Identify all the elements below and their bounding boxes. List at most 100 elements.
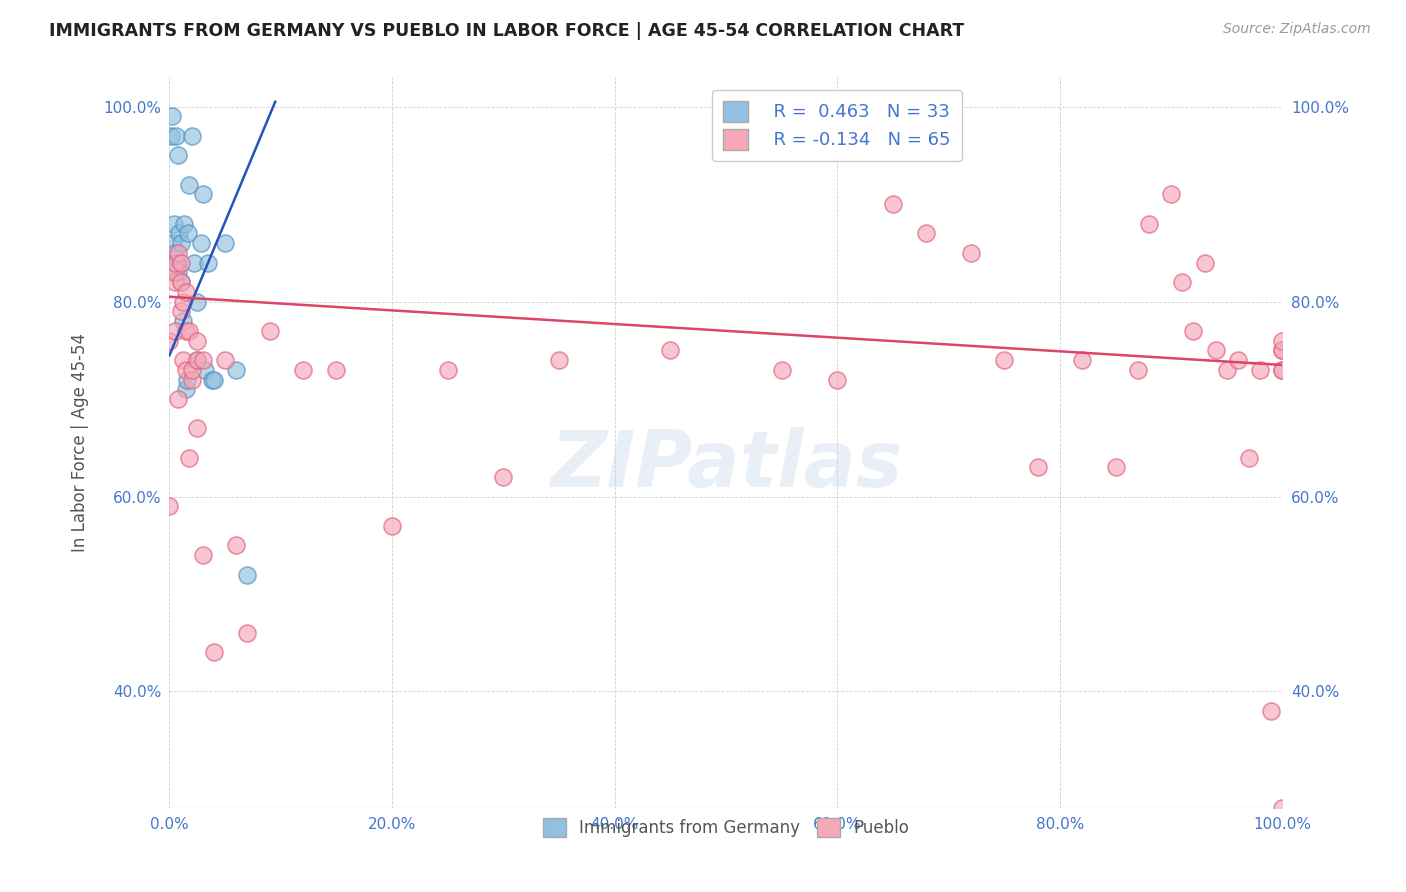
Point	[202, 373, 225, 387]
Point	[176, 373, 198, 387]
Y-axis label: In Labor Force | Age 45-54: In Labor Force | Age 45-54	[72, 334, 89, 552]
Point	[163, 255, 186, 269]
Point	[1271, 343, 1294, 358]
Point	[169, 255, 191, 269]
Point	[169, 236, 191, 251]
Point	[174, 324, 197, 338]
Point	[159, 255, 181, 269]
Point	[194, 363, 217, 377]
Point	[259, 324, 281, 338]
Point	[1237, 450, 1260, 465]
Text: Source: ZipAtlas.com: Source: ZipAtlas.com	[1223, 22, 1371, 37]
Point	[197, 255, 219, 269]
Point	[191, 187, 214, 202]
Point	[1260, 704, 1282, 718]
Point	[770, 363, 793, 377]
Point	[1126, 363, 1149, 377]
Point	[659, 343, 682, 358]
Point	[214, 236, 236, 251]
Point	[1271, 334, 1294, 348]
Point	[882, 197, 904, 211]
Point	[186, 421, 208, 435]
Point	[225, 538, 247, 552]
Point	[381, 518, 404, 533]
Point	[236, 626, 259, 640]
Point	[915, 227, 938, 241]
Point	[1226, 353, 1249, 368]
Point	[1205, 343, 1227, 358]
Point	[160, 110, 183, 124]
Point	[159, 500, 181, 514]
Point	[1071, 353, 1094, 368]
Point	[548, 353, 571, 368]
Point	[214, 353, 236, 368]
Point	[1249, 363, 1271, 377]
Point	[186, 353, 208, 368]
Point	[201, 373, 224, 387]
Point	[236, 567, 259, 582]
Point	[169, 275, 191, 289]
Point	[180, 128, 202, 143]
Point	[436, 363, 458, 377]
Point	[1160, 187, 1182, 202]
Point	[1271, 343, 1294, 358]
Point	[179, 450, 201, 465]
Text: IMMIGRANTS FROM GERMANY VS PUEBLO IN LABOR FORCE | AGE 45-54 CORRELATION CHART: IMMIGRANTS FROM GERMANY VS PUEBLO IN LAB…	[49, 22, 965, 40]
Point	[167, 148, 190, 162]
Point	[1271, 363, 1294, 377]
Point	[159, 265, 181, 279]
Point	[174, 363, 197, 377]
Point	[173, 217, 195, 231]
Point	[163, 275, 186, 289]
Point	[1182, 324, 1205, 338]
Point	[179, 178, 201, 192]
Point	[190, 236, 212, 251]
Point	[166, 255, 188, 269]
Point	[163, 324, 186, 338]
Point	[1026, 460, 1049, 475]
Point	[292, 363, 315, 377]
Point	[1271, 363, 1294, 377]
Point	[163, 217, 186, 231]
Point	[174, 382, 197, 396]
Point	[167, 265, 190, 279]
Point	[1216, 363, 1239, 377]
Point	[172, 294, 194, 309]
Text: ZIPatlas: ZIPatlas	[550, 427, 903, 503]
Point	[1271, 801, 1294, 815]
Point	[174, 285, 197, 299]
Point	[169, 275, 191, 289]
Point	[492, 470, 515, 484]
Point	[186, 294, 208, 309]
Point	[159, 334, 181, 348]
Point	[325, 363, 347, 377]
Point	[180, 373, 202, 387]
Point	[1137, 217, 1160, 231]
Point	[191, 353, 214, 368]
Point	[179, 324, 201, 338]
Point	[163, 265, 186, 279]
Point	[1171, 275, 1194, 289]
Point	[169, 304, 191, 318]
Point	[169, 227, 191, 241]
Point	[959, 245, 981, 260]
Point	[177, 227, 200, 241]
Point	[202, 645, 225, 659]
Point	[163, 265, 186, 279]
Legend: Immigrants from Germany, Pueblo: Immigrants from Germany, Pueblo	[536, 812, 917, 844]
Point	[163, 245, 186, 260]
Point	[172, 353, 194, 368]
Point	[165, 128, 187, 143]
Point	[167, 392, 190, 406]
Point	[225, 363, 247, 377]
Point	[186, 353, 208, 368]
Point	[191, 548, 214, 562]
Point	[162, 236, 184, 251]
Point	[167, 245, 190, 260]
Point	[993, 353, 1015, 368]
Point	[159, 128, 181, 143]
Point	[186, 334, 208, 348]
Point	[1104, 460, 1126, 475]
Point	[180, 363, 202, 377]
Point	[1194, 255, 1216, 269]
